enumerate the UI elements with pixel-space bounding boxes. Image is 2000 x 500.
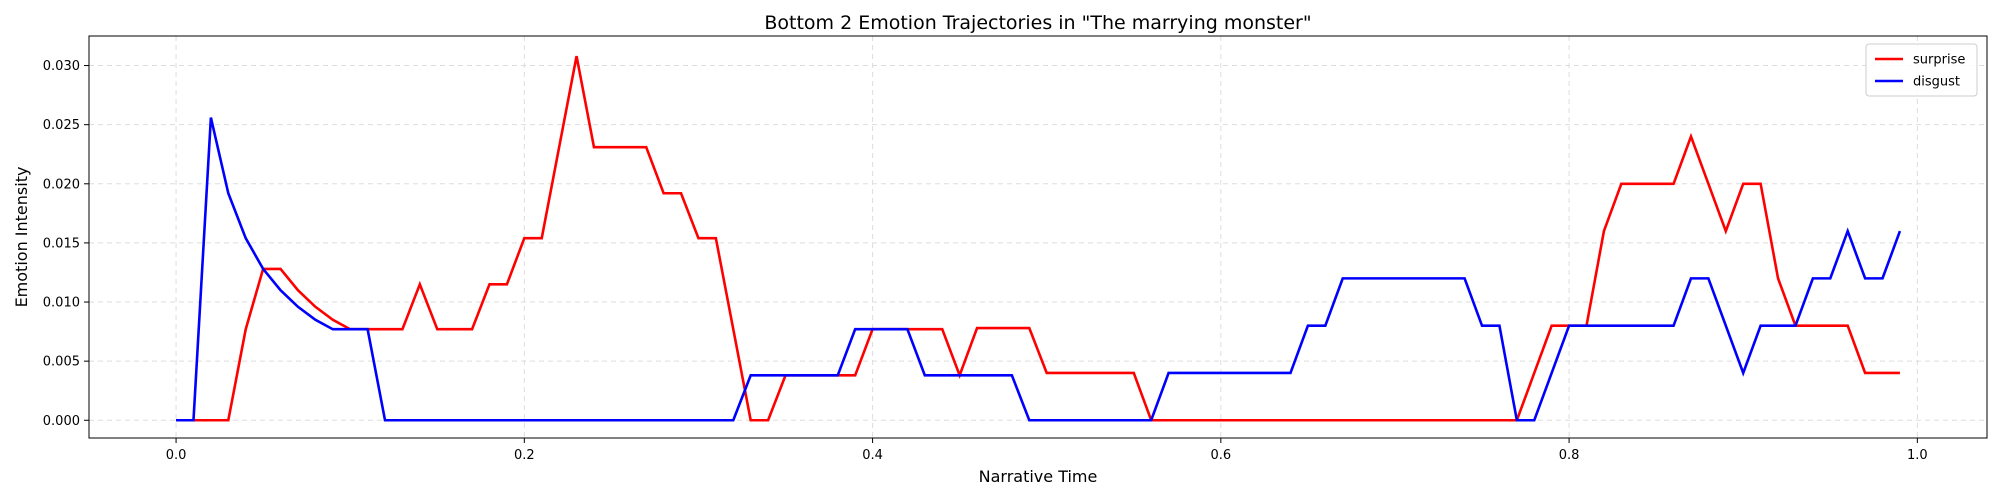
plot-frame xyxy=(88,35,1988,439)
y-tick-label: 0.020 xyxy=(43,177,80,192)
legend-label-disgust: disgust xyxy=(1913,75,1960,90)
x-tick-label: 0.8 xyxy=(1559,448,1580,463)
series-lines xyxy=(176,55,1902,422)
x-axis-label: Narrative Time xyxy=(979,467,1098,486)
axis-ticks: 0.0 0.2 0.4 0.6 0.8 1.0 0.000 0.005 0.010 0.015 0.… xyxy=(43,59,1928,463)
x-tick-label: 0.6 xyxy=(1210,448,1231,463)
x-tick-label: 0.4 xyxy=(862,448,883,463)
series-line-disgust xyxy=(176,117,1902,422)
y-tick-label: 0.000 xyxy=(43,414,80,429)
y-tick-label: 0.010 xyxy=(43,296,80,311)
legend: surprise disgust xyxy=(1865,43,1978,97)
chart-title: Bottom 2 Emotion Trajectories in "The ma… xyxy=(764,12,1311,34)
y-tick-label: 0.015 xyxy=(43,236,80,251)
x-tick-label: 0.0 xyxy=(166,448,187,463)
legend-box xyxy=(1865,43,1978,97)
series-line-surprise xyxy=(176,55,1900,422)
y-tick-label: 0.030 xyxy=(43,59,80,74)
y-axis-label: Emotion Intensity xyxy=(12,167,31,308)
legend-label-surprise: surprise xyxy=(1913,53,1965,68)
x-tick-label: 0.2 xyxy=(514,448,535,463)
y-tick-label: 0.025 xyxy=(43,118,80,133)
x-tick-label: 1.0 xyxy=(1907,448,1928,463)
y-tick-label: 0.005 xyxy=(43,355,80,370)
